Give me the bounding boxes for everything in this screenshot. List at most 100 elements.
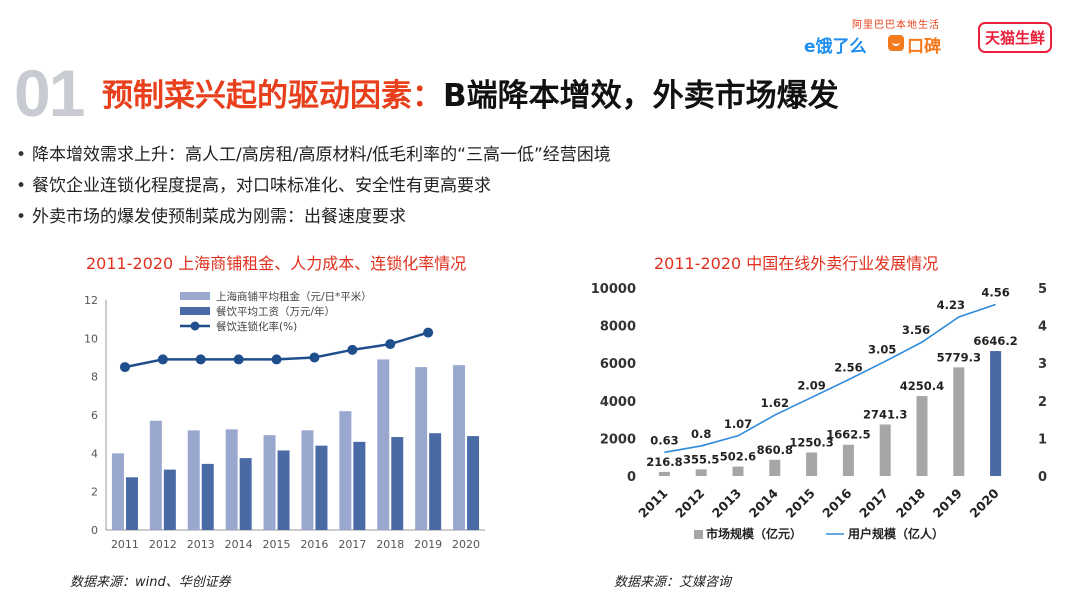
rent-bar (111, 453, 124, 530)
rent-bar (301, 430, 314, 530)
x-tick-label: 2012 (672, 486, 707, 521)
market-size-label: 6646.2 (973, 334, 1017, 348)
rent-bar (187, 430, 200, 530)
market-size-bar (953, 367, 965, 476)
chain-rate-point (195, 354, 206, 365)
right-y-tick-label: 2 (1038, 395, 1047, 410)
market-size-label: 4250.4 (900, 379, 944, 393)
bullet-dot: • (16, 207, 27, 227)
x-tick-label: 2011 (111, 538, 139, 551)
market-size-label: 355.5 (683, 452, 719, 466)
market-size-bar (695, 469, 707, 476)
wage-bar (353, 441, 366, 530)
right-y-tick-label: 3 (1038, 357, 1047, 372)
chain-rate-point (309, 352, 320, 363)
chain-rate-point (423, 327, 434, 338)
bullet-item: • 餐饮企业连锁化程度提高，对口味标准化、安全性有更高要求 (16, 171, 611, 202)
wage-bar (163, 469, 176, 530)
bullet-text: 外卖市场的爆发使预制菜成为刚需：出餐速度要求 (32, 207, 406, 227)
koubei-icon (888, 35, 904, 51)
y-tick-label: 0 (91, 524, 98, 537)
x-tick-label: 2013 (187, 538, 215, 551)
wage-bar (239, 458, 252, 530)
wage-bar (467, 436, 480, 530)
x-tick-label: 2016 (300, 538, 328, 551)
left-y-tick-label: 2000 (600, 432, 636, 447)
market-size-bar (916, 396, 928, 476)
x-tick-label: 2018 (376, 538, 404, 551)
x-tick-label: 2020 (452, 538, 480, 551)
slide-title-black: B端降本增效，外卖市场爆发 (443, 78, 839, 114)
bullet-text: 餐饮企业连锁化程度提高，对口味标准化、安全性有更高要求 (32, 176, 491, 196)
user-size-label: 2.56 (834, 361, 862, 375)
right-y-tick-label: 5 (1038, 282, 1047, 297)
user-size-label: 2.09 (797, 378, 825, 392)
bullet-dot: • (16, 176, 27, 196)
left-chart-title: 2011-2020 上海商铺租金、人力成本、连锁化率情况 (86, 254, 467, 273)
x-tick-label: 2014 (746, 485, 781, 520)
right-y-tick-label: 0 (1038, 470, 1047, 485)
chain-rate-point (119, 362, 130, 373)
wage-bar (277, 450, 290, 530)
chain-rate-point (157, 354, 168, 365)
right-data-source: 数据来源：艾媒咨询 (614, 575, 732, 590)
rent-bar (339, 411, 352, 530)
left-y-tick-label: 8000 (600, 320, 636, 335)
slide-number: 01 (14, 56, 85, 130)
rent-labor-chain-chart: 0 2 4 6 8 10 12 2011 2012 2013 2014 2015 2016 2017 201… (84, 290, 485, 551)
market-size-label: 2741.3 (863, 407, 907, 421)
market-size-label: 5779.3 (937, 350, 981, 364)
slide-title: 预制菜兴起的驱动因素：B端降本增效，外卖市场爆发 (102, 70, 839, 115)
rent-bar (415, 367, 428, 530)
x-tick-label: 2014 (225, 538, 253, 551)
legend-wage-label: 餐饮平均工资（万元/年） (216, 305, 335, 318)
legend-user-label: 用户规模（亿人） (847, 526, 944, 541)
rent-bar (225, 429, 238, 530)
wage-bar (315, 445, 328, 530)
market-size-bar (990, 351, 1002, 476)
bullet-dot: • (16, 145, 27, 165)
wage-bar (125, 477, 138, 530)
delivery-market-chart: 0 2000 4000 6000 8000 10000 0 1 2 3 4 5 216.8 2011 355… (591, 282, 1047, 541)
y-tick-label: 2 (91, 486, 98, 499)
brand-logos: 阿里巴巴本地生活 e饿了么 口碑 天猫生鲜 (764, 14, 1064, 57)
user-size-label: 4.23 (937, 298, 965, 312)
rent-bar (377, 359, 390, 530)
bullet-item: • 外卖市场的爆发使预制菜成为刚需：出餐速度要求 (16, 202, 611, 233)
market-size-label: 1662.5 (826, 428, 870, 442)
x-tick-label: 2015 (783, 486, 818, 521)
market-size-bar (769, 459, 781, 476)
y-tick-label: 8 (91, 371, 98, 384)
left-y-tick-label: 10000 (591, 282, 636, 297)
koubei-logo: 口碑 (907, 37, 941, 57)
x-tick-label: 2011 (635, 486, 670, 521)
rent-bar (453, 365, 466, 530)
x-tick-label: 2019 (414, 538, 442, 551)
x-tick-label: 2017 (856, 486, 891, 521)
right-chart-title: 2011-2020 中国在线外卖行业发展情况 (654, 254, 939, 273)
user-size-label: 1.62 (761, 396, 789, 410)
x-tick-label: 2019 (930, 486, 965, 521)
market-size-label: 860.8 (757, 443, 793, 457)
rent-bar (263, 435, 276, 530)
y-tick-label: 12 (84, 294, 98, 307)
chain-rate-point (233, 354, 244, 365)
market-size-bar (842, 444, 854, 476)
y-tick-label: 10 (84, 332, 98, 345)
market-size-label: 502.6 (720, 450, 756, 464)
left-data-source: 数据来源：wind、华创证券 (70, 575, 231, 590)
chain-rate-point (271, 354, 282, 365)
left-y-tick-label: 4000 (600, 395, 636, 410)
market-size-bar (879, 424, 891, 476)
wage-bar (391, 437, 404, 530)
x-tick-label: 2015 (263, 538, 291, 551)
legend-chain-marker (190, 321, 200, 331)
bullet-list: • 降本增效需求上升：高人工/高房租/高原材料/低毛利率的“三高一低”经营困境 •… (16, 140, 611, 233)
alibaba-local-tagline: 阿里巴巴本地生活 (852, 20, 940, 31)
market-size-label: 1250.3 (789, 435, 833, 449)
y-tick-label: 4 (91, 447, 98, 460)
market-size-bar (806, 452, 818, 476)
legend-chain-label: 餐饮连锁化率(%) (216, 320, 297, 333)
legend-rent-swatch (180, 292, 210, 300)
market-size-label: 216.8 (646, 455, 682, 469)
